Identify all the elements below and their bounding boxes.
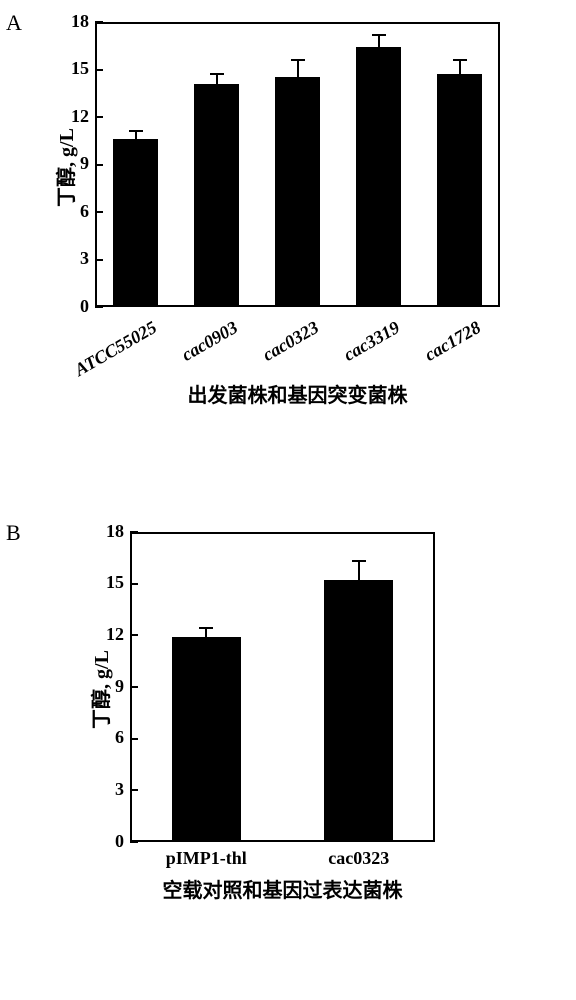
errorbar: [216, 74, 218, 84]
ytick-mark: [130, 789, 138, 791]
ytick-label: 3: [53, 248, 89, 269]
errorbar: [378, 35, 380, 48]
bar: [172, 637, 241, 842]
y-axis-label: 丁醇, g/L: [50, 128, 79, 207]
ytick-label: 12: [53, 106, 89, 127]
ytick-label: 15: [53, 58, 89, 79]
bar: [324, 580, 393, 842]
panel-b-label: B: [6, 520, 21, 546]
bar: [194, 84, 239, 307]
ytick-label: 12: [88, 624, 124, 645]
bar: [437, 74, 482, 307]
ytick-mark: [130, 583, 138, 585]
errorbar: [459, 60, 461, 74]
errorbar: [205, 628, 207, 637]
ytick-label: 3: [88, 779, 124, 800]
y-axis-label: 丁醇, g/L: [85, 650, 114, 729]
ytick-mark: [130, 738, 138, 740]
xtick-label: pIMP1-thl: [130, 848, 283, 869]
ytick-mark: [130, 841, 138, 843]
ytick-label: 0: [88, 831, 124, 852]
ytick-mark: [95, 21, 103, 23]
errorbar-cap: [129, 130, 143, 132]
errorbar-cap: [199, 627, 213, 629]
ytick-label: 6: [88, 727, 124, 748]
ytick-mark: [95, 69, 103, 71]
ytick-mark: [95, 211, 103, 213]
ytick-mark: [95, 116, 103, 118]
ytick-mark: [95, 164, 103, 166]
ytick-label: 0: [53, 296, 89, 317]
ytick-mark: [130, 531, 138, 533]
ytick-label: 15: [88, 572, 124, 593]
errorbar-cap: [453, 59, 467, 61]
ytick-label: 18: [53, 11, 89, 32]
errorbar: [358, 561, 360, 580]
errorbar-cap: [372, 34, 386, 36]
errorbar-cap: [352, 560, 366, 562]
bar: [113, 139, 158, 307]
x-axis-label: 出发菌株和基因突变菌株: [95, 379, 500, 408]
ytick-mark: [95, 259, 103, 261]
errorbar-cap: [291, 59, 305, 61]
errorbar: [135, 131, 137, 139]
ytick-label: 18: [88, 521, 124, 542]
ytick-mark: [130, 686, 138, 688]
xtick-label: cac0323: [283, 848, 436, 869]
ytick-mark: [95, 306, 103, 308]
ytick-mark: [130, 634, 138, 636]
x-axis-label: 空载对照和基因过表达菌株: [130, 874, 435, 903]
figure-root: A B 0369121518丁醇, g/LATCC55025cac0903cac…: [0, 0, 576, 1000]
bar: [275, 77, 320, 307]
errorbar-cap: [210, 73, 224, 75]
panel-a-label: A: [6, 10, 22, 36]
errorbar: [297, 60, 299, 77]
bar: [356, 47, 401, 307]
